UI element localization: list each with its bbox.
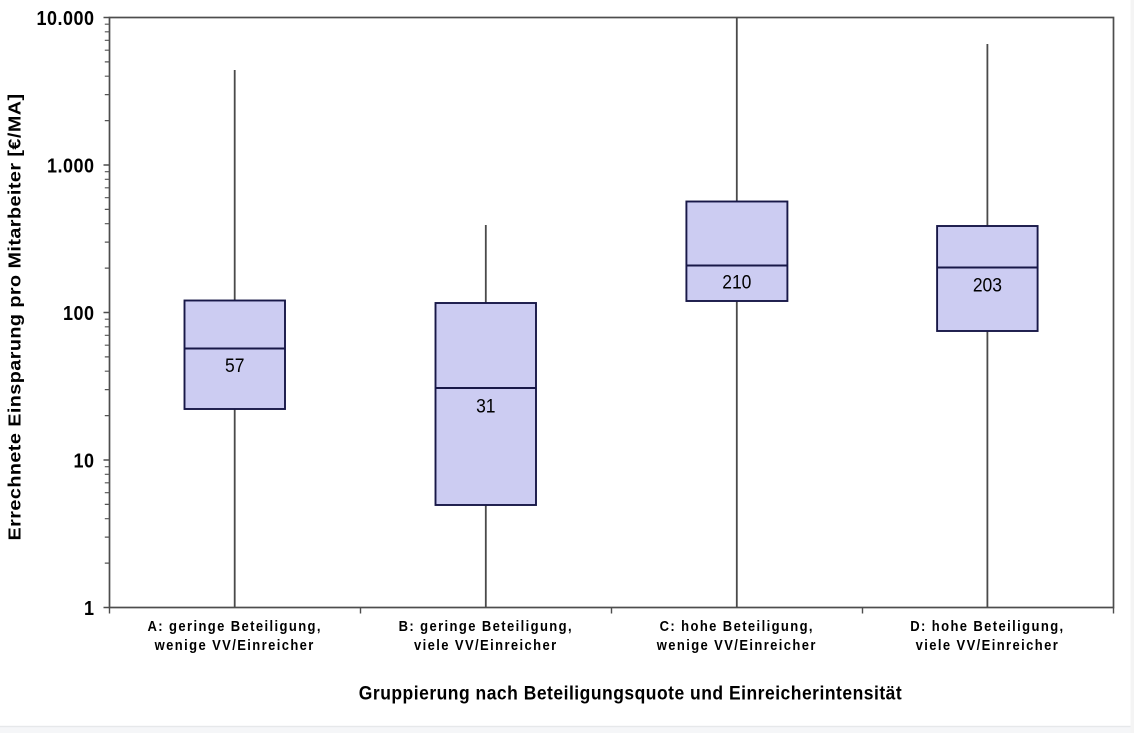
svg-text:Gruppierung nach Beteiligungsq: Gruppierung nach Beteiligungsquote und E… (359, 681, 902, 703)
svg-text:210: 210 (722, 271, 751, 293)
svg-text:viele VV/Einreicher: viele VV/Einreicher (916, 636, 1060, 653)
svg-text:10.000: 10.000 (36, 8, 94, 30)
svg-text:1.000: 1.000 (47, 155, 95, 177)
svg-text:31: 31 (476, 395, 495, 417)
svg-text:10: 10 (73, 450, 94, 472)
svg-text:C: hohe Beteiligung,: C: hohe Beteiligung, (660, 617, 814, 634)
svg-text:1: 1 (84, 598, 95, 620)
svg-text:wenige VV/Einreicher: wenige VV/Einreicher (656, 636, 817, 653)
svg-text:57: 57 (225, 354, 244, 376)
svg-text:203: 203 (973, 274, 1002, 296)
svg-text:viele VV/Einreicher: viele VV/Einreicher (414, 636, 558, 653)
svg-text:100: 100 (63, 303, 95, 325)
svg-text:Errechnete Einsparung pro Mita: Errechnete Einsparung pro Mitarbeiter [€… (5, 94, 25, 541)
svg-text:B: geringe Beteiligung,: B: geringe Beteiligung, (399, 617, 573, 634)
svg-text:A: geringe Beteiligung,: A: geringe Beteiligung, (148, 617, 322, 634)
svg-text:D: hohe Beteiligung,: D: hohe Beteiligung, (910, 617, 1064, 634)
svg-text:wenige VV/Einreicher: wenige VV/Einreicher (154, 636, 315, 653)
